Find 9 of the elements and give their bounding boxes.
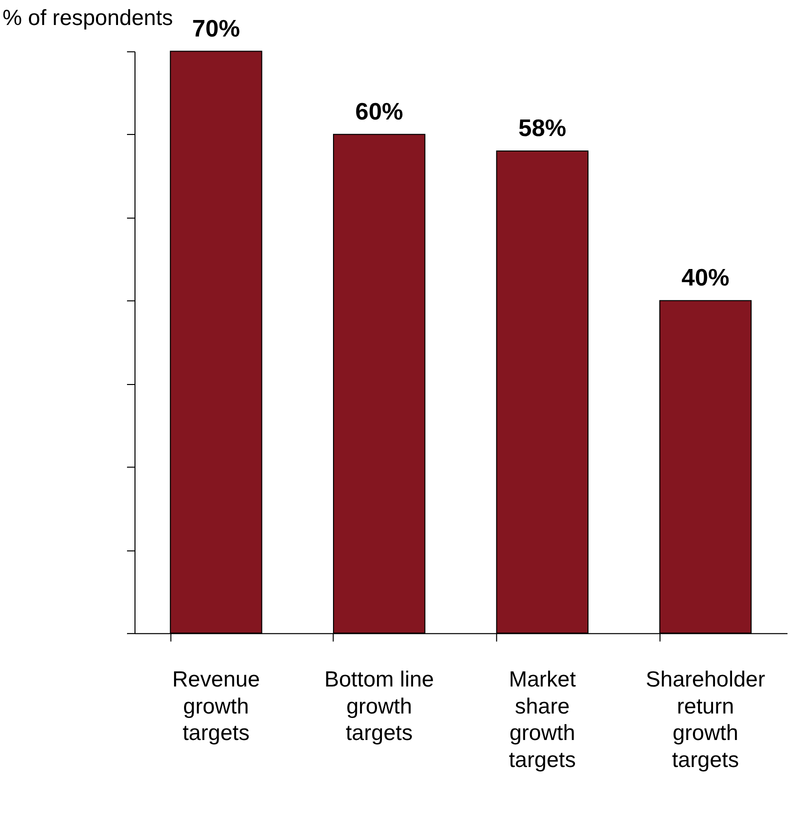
x-tick-label: Shareholder return growth targets [646, 666, 766, 772]
x-tick-label: Market share growth targets [508, 666, 576, 772]
data-label: 70% [192, 15, 240, 42]
data-label: 58% [518, 115, 566, 142]
data-label: 60% [355, 98, 404, 126]
data-label: 40% [682, 264, 730, 292]
y-axis-title: % of respondents [2, 4, 174, 30]
x-tick-label: Bottom line growth targets [324, 666, 434, 746]
x-tick-label: Revenue growth targets [172, 666, 260, 746]
